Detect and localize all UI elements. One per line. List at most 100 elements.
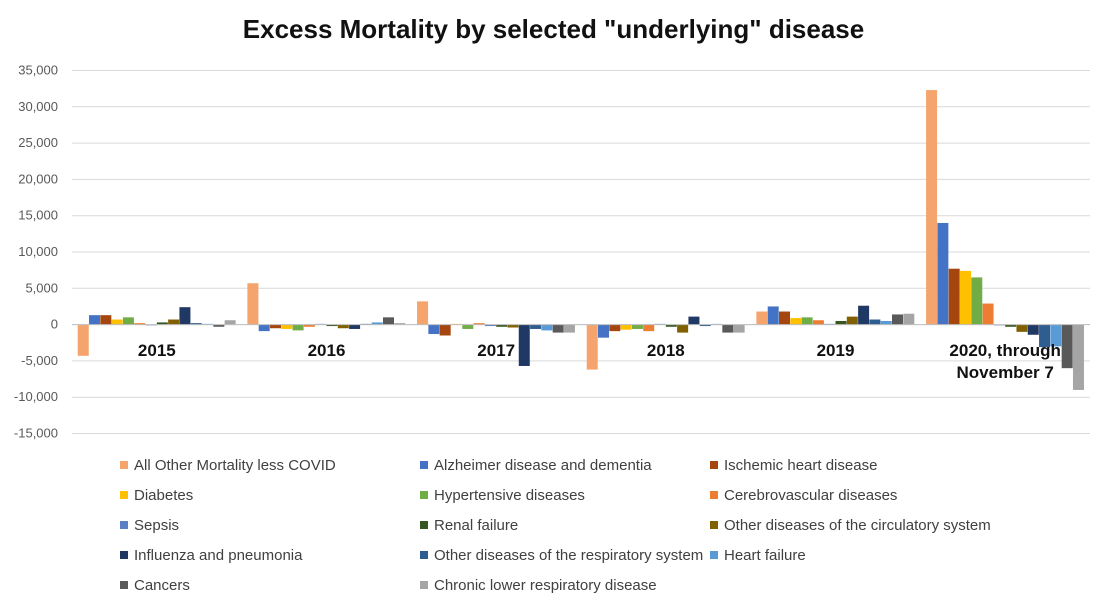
legend-item: Cerebrovascular diseases — [710, 486, 1010, 504]
y-tick-label: 0 — [51, 317, 58, 332]
legend-label: Renal failure — [434, 516, 519, 534]
bar — [869, 319, 881, 325]
bar — [247, 283, 259, 325]
legend-item: All Other Mortality less COVID — [120, 456, 420, 474]
bar — [892, 314, 903, 325]
bar — [948, 268, 960, 325]
legend-label: Other diseases of the circulatory system — [724, 516, 991, 534]
bar — [77, 324, 89, 356]
bar — [643, 324, 655, 332]
category-labels: 2015 2016 2017 2018 2019 2020, through Novembe… — [138, 341, 1061, 382]
bar — [631, 324, 643, 329]
legend-swatch — [420, 551, 428, 559]
bar — [1005, 324, 1017, 327]
category-label: 2020, through November 7 — [949, 341, 1060, 382]
legend-label: Cancers — [134, 576, 190, 594]
legend-swatch — [710, 521, 718, 529]
category-label: 2015 — [138, 341, 176, 360]
bar — [303, 324, 315, 327]
legend-item: Sepsis — [120, 516, 420, 534]
bar — [665, 324, 677, 327]
bar — [903, 313, 915, 325]
y-tick-label: 15,000 — [18, 208, 58, 223]
y-tick-label: 35,000 — [18, 63, 58, 78]
bar — [530, 324, 542, 329]
legend-swatch — [120, 581, 128, 589]
category-label: 2018 — [647, 341, 685, 360]
legend-label: Influenza and pneumonia — [134, 546, 303, 564]
bar — [371, 322, 383, 325]
bar — [258, 324, 270, 332]
bar — [699, 324, 711, 327]
legend-swatch — [710, 491, 718, 499]
bar — [846, 316, 858, 325]
bar — [767, 306, 779, 325]
legend-swatch — [120, 521, 128, 529]
bar — [880, 320, 892, 325]
legend-item: Other diseases of the circulatory system — [710, 516, 1010, 534]
bar — [1072, 324, 1084, 390]
legend-item: Renal failure — [420, 516, 710, 534]
y-axis-ticks: 35,000 30,000 25,000 20,000 15,000 10,000 5,00… — [14, 63, 58, 441]
bar — [779, 311, 790, 325]
bar — [1039, 324, 1051, 348]
legend-label: Chronic lower respiratory disease — [434, 576, 657, 594]
bar — [982, 303, 994, 325]
bar — [1016, 324, 1028, 332]
bar — [1027, 324, 1039, 335]
bar — [971, 277, 983, 325]
bar — [281, 324, 293, 329]
legend-swatch — [710, 461, 718, 469]
bar — [168, 319, 180, 325]
legend-swatch — [420, 521, 428, 529]
bar — [688, 316, 700, 325]
bar — [462, 324, 474, 329]
bar — [722, 324, 734, 333]
bar — [518, 324, 530, 366]
legend-label: Heart failure — [724, 546, 806, 564]
bar — [473, 323, 485, 325]
legend-label: Ischemic heart disease — [724, 456, 878, 474]
bar — [858, 305, 870, 325]
legend-swatch — [420, 491, 428, 499]
y-tick-label: 5,000 — [25, 280, 58, 295]
bar — [609, 324, 621, 332]
bar — [383, 317, 394, 325]
bar — [733, 324, 745, 333]
bars — [77, 90, 1084, 390]
bar — [89, 315, 101, 325]
legend-label: Other diseases of the respiratory system — [434, 546, 704, 564]
bar — [292, 324, 304, 331]
bar — [586, 324, 598, 370]
bar — [496, 324, 508, 327]
bar — [563, 324, 575, 333]
bar — [270, 324, 281, 329]
bar — [1050, 324, 1062, 347]
bar — [1061, 324, 1073, 369]
bar — [552, 324, 564, 333]
bar — [428, 324, 440, 335]
gridlines — [72, 70, 1090, 434]
bar — [959, 270, 971, 325]
bar — [417, 301, 429, 325]
y-tick-label: -10,000 — [14, 389, 58, 404]
chart-plot-area: 35,000 30,000 25,000 20,000 15,000 10,000 5,00… — [14, 63, 1090, 441]
legend-item: Cancers — [120, 576, 420, 594]
legend-label: All Other Mortality less COVID — [134, 456, 336, 474]
y-tick-label: 25,000 — [18, 135, 58, 150]
category-label: 2016 — [308, 341, 346, 360]
bar — [349, 324, 361, 329]
category-label: 2017 — [477, 341, 515, 360]
legend-item: Heart failure — [710, 546, 1010, 564]
legend-swatch — [120, 491, 128, 499]
bar — [812, 320, 824, 325]
legend-label: Diabetes — [134, 486, 194, 504]
bar — [100, 315, 112, 325]
legend-label: Cerebrovascular diseases — [724, 486, 898, 504]
bar — [484, 324, 496, 327]
bar — [507, 324, 519, 328]
y-tick-label: -5,000 — [21, 353, 58, 368]
category-label: 2019 — [817, 341, 855, 360]
bar — [122, 317, 134, 325]
bar — [677, 324, 689, 333]
